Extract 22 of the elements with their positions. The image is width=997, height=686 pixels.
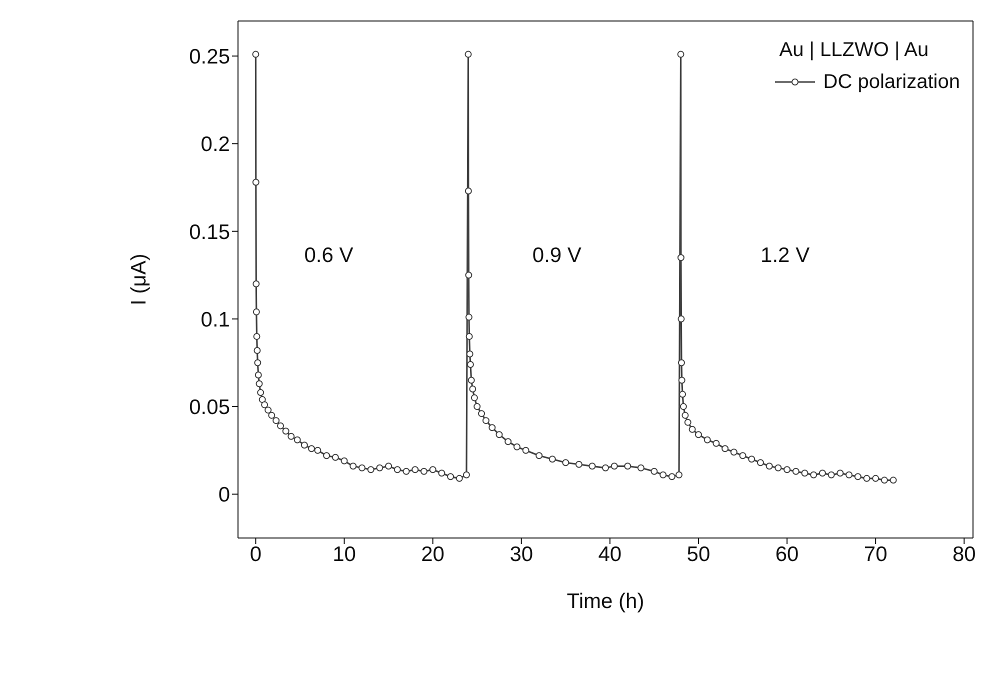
x-axis-title: Time (h) xyxy=(566,590,644,613)
x-tick-label: 60 xyxy=(775,542,799,566)
annotation: 0.6 V xyxy=(304,244,354,268)
y-tick-label: 0 xyxy=(218,484,230,507)
x-tick-label: 30 xyxy=(510,542,534,566)
annotation: 0.9 V xyxy=(532,244,582,268)
x-tick-label: 80 xyxy=(952,542,976,566)
y-tick-label: 0.2 xyxy=(200,133,230,156)
x-tick-label: 40 xyxy=(598,542,622,566)
y-axis-title: I (μA) xyxy=(127,254,150,306)
y-tick-label: 0.05 xyxy=(189,396,230,420)
y-tick-label: 0.25 xyxy=(189,46,230,69)
y-tick-label: 0.15 xyxy=(189,220,230,244)
annotation: 1.2 V xyxy=(760,244,810,268)
legend-title: Au | LLZWO | Au xyxy=(778,38,930,63)
x-tick-label: 50 xyxy=(686,542,710,566)
x-tick-label: 10 xyxy=(332,542,356,566)
x-tick-label: 20 xyxy=(421,542,444,566)
legend-label: DC polarization xyxy=(823,70,960,95)
y-tick-label: 0.1 xyxy=(200,308,230,332)
x-tick-label: 70 xyxy=(864,542,888,566)
x-tick-label: 0 xyxy=(250,542,262,566)
